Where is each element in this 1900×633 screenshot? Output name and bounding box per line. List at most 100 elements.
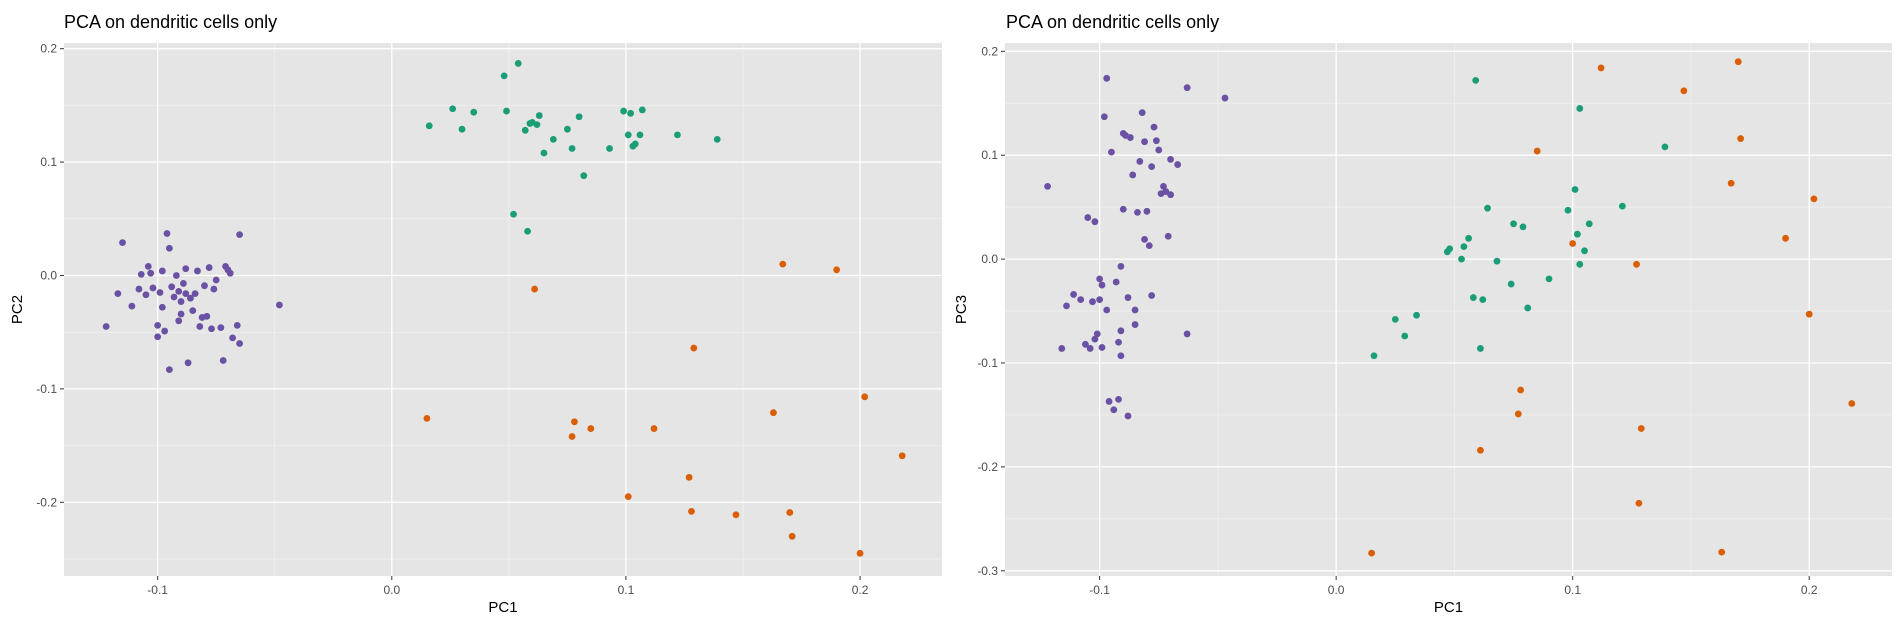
data-point — [1446, 245, 1454, 253]
data-point — [631, 140, 639, 148]
data-point — [1524, 304, 1532, 312]
data-point — [170, 293, 178, 301]
data-point — [182, 290, 190, 298]
data-point — [1517, 386, 1525, 394]
data-point — [650, 425, 658, 432]
data-point — [1514, 410, 1522, 418]
data-point — [1155, 146, 1163, 154]
data-point — [158, 303, 166, 311]
data-point — [142, 291, 150, 299]
data-point — [137, 270, 145, 278]
data-point — [217, 324, 225, 332]
data-point — [1110, 406, 1118, 414]
data-point — [535, 112, 543, 119]
data-point — [172, 272, 180, 279]
data-point — [163, 230, 171, 237]
data-point — [1661, 143, 1669, 151]
data-point — [510, 210, 517, 218]
data-point — [563, 125, 571, 133]
data-point — [503, 107, 510, 115]
data-point — [154, 333, 162, 341]
data-point — [147, 269, 155, 277]
data-point — [102, 323, 110, 330]
data-point — [1152, 137, 1160, 145]
data-point — [1507, 280, 1515, 288]
data-point — [1737, 135, 1745, 142]
data-point — [276, 301, 283, 309]
data-point — [1164, 232, 1172, 240]
data-point — [1117, 327, 1125, 335]
data-point — [1597, 64, 1605, 72]
data-point — [165, 244, 173, 252]
data-point — [533, 121, 541, 129]
data-point — [732, 511, 740, 519]
data-point — [1138, 109, 1146, 117]
data-point — [189, 307, 197, 315]
data-point — [606, 145, 613, 152]
data-point — [210, 285, 218, 293]
data-point — [1143, 207, 1151, 215]
data-point — [788, 532, 796, 540]
y-tick-label: 0.1 — [981, 148, 998, 162]
data-point — [187, 294, 194, 302]
x-tick-label: 0.1 — [1564, 583, 1581, 597]
data-point — [1119, 205, 1127, 213]
x-tick-label: 0.0 — [1328, 583, 1345, 597]
y-axis-label: PC3 — [953, 295, 970, 324]
data-point — [1585, 220, 1593, 228]
data-point — [1077, 296, 1085, 304]
data-point — [236, 340, 244, 347]
data-point — [180, 280, 187, 287]
data-point — [770, 409, 777, 417]
plot-panel-background — [1005, 43, 1892, 576]
data-point — [1460, 243, 1468, 251]
data-point — [1564, 206, 1572, 214]
data-point — [1519, 223, 1527, 231]
data-point — [1469, 294, 1477, 301]
data-point — [1810, 195, 1818, 203]
data-point — [636, 131, 644, 139]
chart-title: PCA on dendritic cells only — [1006, 12, 1220, 32]
data-point — [531, 285, 539, 293]
data-point — [1401, 332, 1409, 340]
data-point — [1117, 352, 1125, 360]
data-point — [149, 284, 157, 292]
data-point — [685, 473, 693, 481]
data-point — [1141, 235, 1148, 243]
data-point — [177, 298, 185, 305]
data-point — [1096, 275, 1104, 283]
data-point — [1734, 58, 1742, 66]
data-point — [624, 493, 632, 501]
data-point — [575, 113, 583, 121]
data-point — [1391, 315, 1399, 323]
data-point — [1115, 338, 1122, 346]
x-tick-label: 0.2 — [1801, 583, 1818, 597]
data-point — [161, 327, 169, 335]
data-point — [1070, 291, 1077, 298]
data-point — [1103, 74, 1111, 82]
data-point — [1141, 138, 1148, 146]
data-point — [620, 107, 627, 115]
data-point — [158, 267, 166, 275]
data-point — [1084, 214, 1092, 221]
data-point — [524, 227, 531, 235]
data-point — [114, 290, 122, 298]
data-point — [1131, 321, 1139, 328]
chart-panel-right: PCA on dendritic cells only -0.1 0.0 0.1 0.… — [950, 0, 1900, 633]
chart-title: PCA on dendritic cells only — [64, 12, 278, 32]
data-point — [1368, 549, 1376, 557]
data-point — [175, 317, 183, 325]
data-point — [688, 507, 695, 515]
data-point — [500, 72, 508, 80]
data-point — [135, 285, 143, 293]
data-point — [1129, 171, 1137, 179]
data-point — [690, 344, 698, 352]
data-point — [1098, 281, 1106, 289]
data-point — [1576, 105, 1584, 112]
data-point — [182, 265, 190, 273]
data-point — [1093, 330, 1101, 338]
data-point — [1091, 218, 1099, 226]
x-axis-label: PC1 — [1434, 599, 1463, 616]
data-point — [1569, 240, 1577, 247]
data-point — [458, 125, 466, 133]
